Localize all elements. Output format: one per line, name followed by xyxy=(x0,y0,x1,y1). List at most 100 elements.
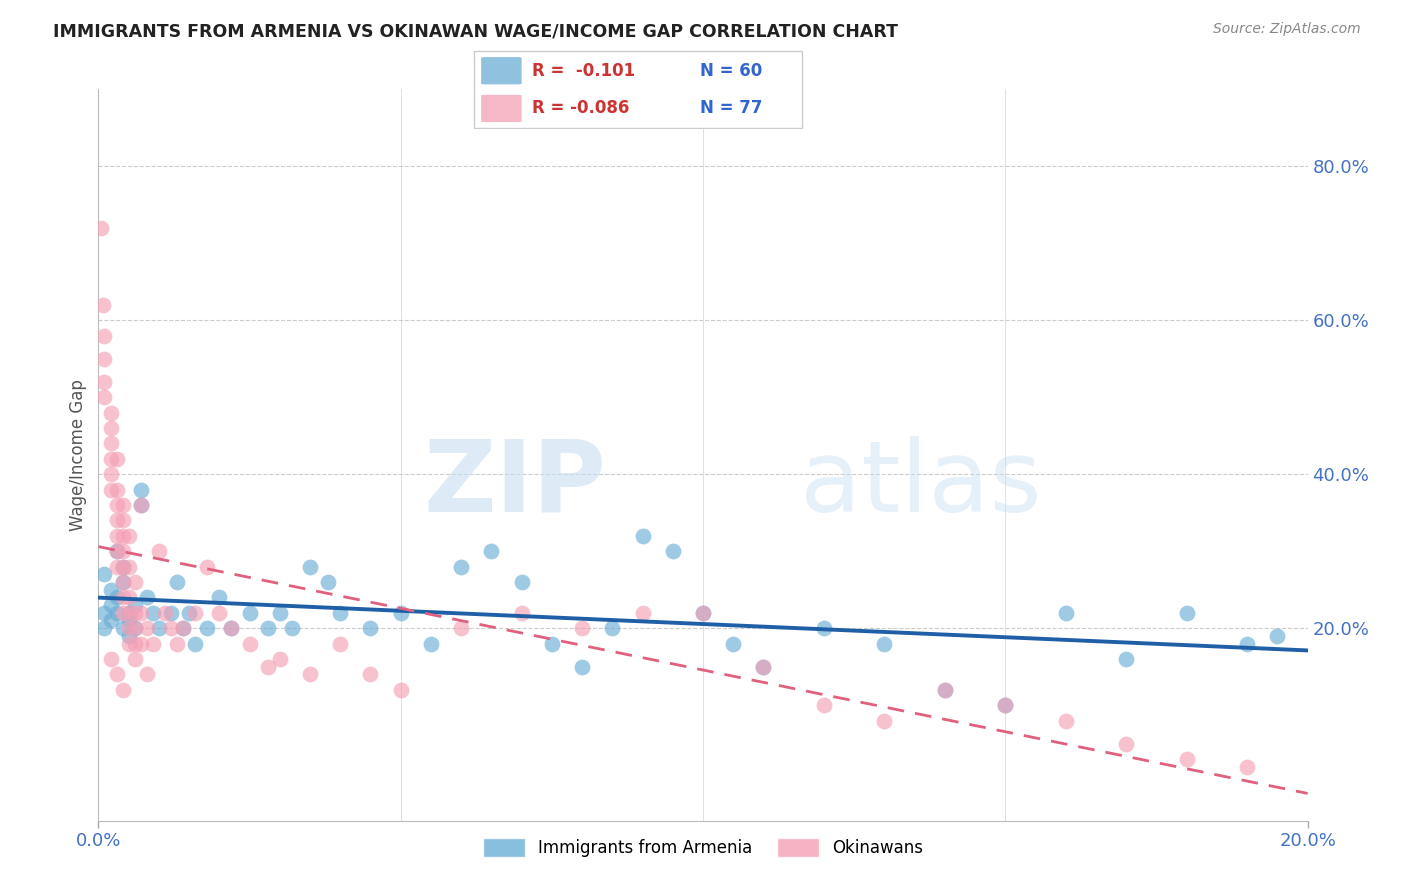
Point xyxy=(172,621,194,635)
Point xyxy=(100,467,122,482)
Point xyxy=(105,591,128,605)
Point xyxy=(100,436,122,450)
Point xyxy=(571,659,593,673)
Point xyxy=(329,606,352,620)
Point xyxy=(160,606,183,620)
Point xyxy=(1175,752,1198,766)
Point xyxy=(100,614,122,628)
Text: N = 77: N = 77 xyxy=(700,100,763,118)
Point xyxy=(118,621,141,635)
Point xyxy=(91,298,114,312)
Point xyxy=(105,544,128,558)
Point xyxy=(118,629,141,643)
Point xyxy=(93,390,115,404)
Point xyxy=(934,682,956,697)
Point xyxy=(269,652,291,666)
Point xyxy=(631,606,654,620)
Text: ZIP: ZIP xyxy=(423,435,606,533)
Text: N = 60: N = 60 xyxy=(700,62,762,79)
Point xyxy=(208,606,231,620)
Point xyxy=(93,621,115,635)
Point xyxy=(124,621,146,635)
Point xyxy=(90,220,112,235)
Point xyxy=(631,529,654,543)
Point xyxy=(111,606,134,620)
Point xyxy=(153,606,176,620)
Point xyxy=(813,621,835,635)
Text: IMMIGRANTS FROM ARMENIA VS OKINAWAN WAGE/INCOME GAP CORRELATION CHART: IMMIGRANTS FROM ARMENIA VS OKINAWAN WAGE… xyxy=(53,22,898,40)
Point xyxy=(360,667,382,681)
Point xyxy=(105,513,128,527)
Point xyxy=(450,621,472,635)
Point xyxy=(111,574,134,589)
Point xyxy=(316,574,339,589)
Point xyxy=(813,698,835,713)
Point xyxy=(111,682,134,697)
Point xyxy=(239,636,262,650)
Point xyxy=(129,606,152,620)
Point xyxy=(1267,629,1289,643)
Point xyxy=(100,483,122,497)
Point xyxy=(1175,606,1198,620)
Point xyxy=(118,614,141,628)
Point xyxy=(105,483,128,497)
Point xyxy=(184,606,207,620)
Point xyxy=(111,544,134,558)
Point xyxy=(692,606,714,620)
Point xyxy=(179,606,201,620)
Point xyxy=(1054,714,1077,728)
Point xyxy=(571,621,593,635)
Point xyxy=(105,559,128,574)
Point xyxy=(93,567,115,582)
Point xyxy=(118,559,141,574)
Point xyxy=(135,591,157,605)
Point xyxy=(93,375,115,389)
Point xyxy=(1115,652,1137,666)
Point xyxy=(148,621,170,635)
Point xyxy=(100,451,122,466)
Point xyxy=(1236,760,1258,774)
Y-axis label: Wage/Income Gap: Wage/Income Gap xyxy=(69,379,87,531)
Point xyxy=(100,582,122,597)
Point xyxy=(129,498,152,512)
Point xyxy=(752,659,775,673)
Point xyxy=(105,451,128,466)
Point xyxy=(166,574,188,589)
Point xyxy=(105,667,128,681)
Point xyxy=(195,621,218,635)
Point xyxy=(389,682,412,697)
FancyBboxPatch shape xyxy=(481,57,522,85)
Point xyxy=(124,598,146,612)
Text: Source: ZipAtlas.com: Source: ZipAtlas.com xyxy=(1213,22,1361,37)
Point xyxy=(118,606,141,620)
Point xyxy=(602,621,624,635)
Point xyxy=(111,513,134,527)
Point xyxy=(124,606,146,620)
Point xyxy=(135,667,157,681)
Point xyxy=(208,591,231,605)
Point xyxy=(329,636,352,650)
Point xyxy=(111,621,134,635)
Point xyxy=(129,483,152,497)
Point xyxy=(1236,636,1258,650)
Legend: Immigrants from Armenia, Okinawans: Immigrants from Armenia, Okinawans xyxy=(477,831,929,863)
Point xyxy=(118,591,141,605)
Point xyxy=(111,529,134,543)
Point xyxy=(111,574,134,589)
Point xyxy=(118,636,141,650)
Point xyxy=(994,698,1017,713)
Point xyxy=(166,636,188,650)
Point xyxy=(195,559,218,574)
Point xyxy=(105,606,128,620)
Point xyxy=(540,636,562,650)
Point xyxy=(873,636,896,650)
Text: atlas: atlas xyxy=(800,435,1042,533)
Point xyxy=(100,406,122,420)
Point xyxy=(299,559,322,574)
Point xyxy=(299,667,322,681)
Point xyxy=(105,529,128,543)
Point xyxy=(481,544,503,558)
Point xyxy=(723,636,745,650)
Point xyxy=(510,574,533,589)
Point xyxy=(256,621,278,635)
